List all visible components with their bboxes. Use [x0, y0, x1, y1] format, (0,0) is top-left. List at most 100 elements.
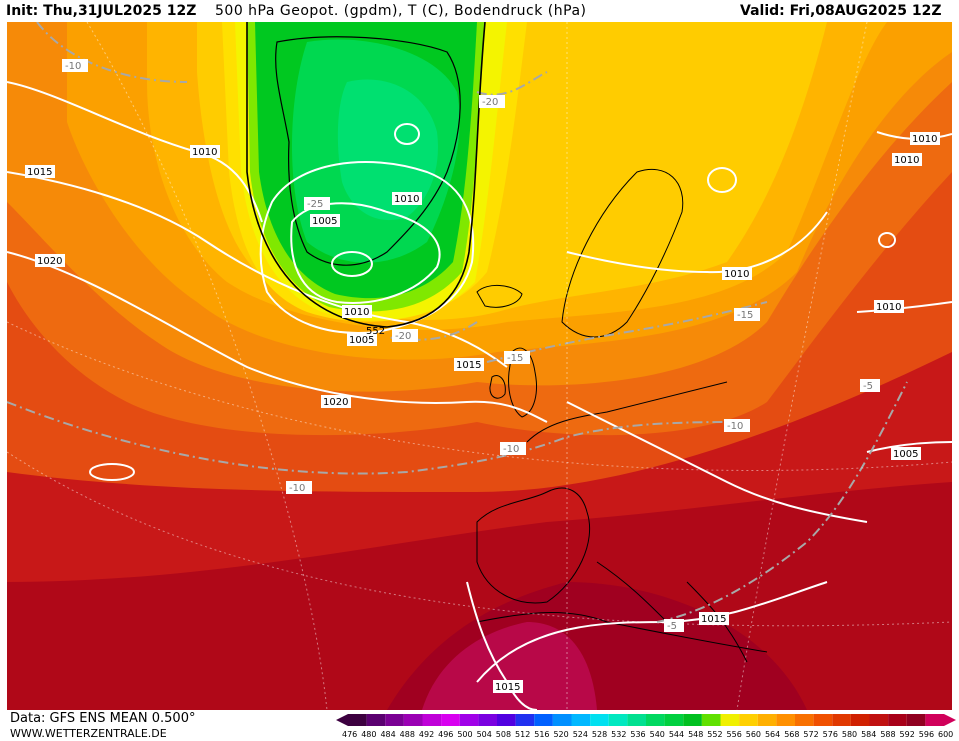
colorbar-swatch — [552, 714, 572, 726]
greenland-coast — [275, 36, 461, 266]
colorbar-tick-label: 520 — [553, 730, 568, 739]
colorbar-swatch — [478, 714, 497, 726]
colorbar-tick-label: 548 — [688, 730, 703, 739]
svg-text:1010: 1010 — [894, 155, 919, 166]
field-band-600 — [422, 622, 597, 710]
isotherm-label: -25 — [304, 197, 330, 210]
colorbar-tick-label: 480 — [361, 730, 376, 739]
isobar-1005-greenland — [290, 202, 441, 304]
colorbar-swatch — [720, 714, 740, 726]
isobar-1015-southwest — [466, 581, 538, 710]
isobar-loop-east — [878, 232, 896, 248]
isotherm-label: -10 — [286, 481, 312, 494]
colorbar-tick-label: 492 — [419, 730, 434, 739]
colorbar-swatch — [590, 714, 609, 726]
colorbar-tick-label: 512 — [515, 730, 530, 739]
colorbar-swatch — [422, 714, 442, 726]
iceland-coast — [476, 285, 523, 308]
isotherm-label: -20 — [479, 95, 505, 108]
valid-time: Valid: Fri,08AUG2025 12Z — [740, 3, 942, 19]
colorbar-tick-label: 552 — [707, 730, 722, 739]
colorbar-swatch — [813, 714, 833, 726]
colorbar-arrow-high — [944, 714, 956, 726]
isobar-label: 1015 — [699, 612, 729, 625]
isotherm-label: -10 — [724, 419, 750, 432]
isotherm-label: -15 — [504, 351, 530, 364]
data-source: Data: GFS ENS MEAN 0.500° — [10, 711, 196, 726]
svg-text:-5: -5 — [863, 381, 873, 392]
svg-text:1015: 1015 — [456, 360, 481, 371]
colorbar-swatch — [366, 714, 386, 726]
colorbar-swatch — [701, 714, 721, 726]
isobar-label: 1010 — [342, 305, 372, 318]
svg-text:-5: -5 — [667, 621, 677, 632]
isotherm-label: -15 — [734, 308, 760, 321]
isobar-1015-central — [566, 401, 868, 523]
colorbar-tick-label: 508 — [496, 730, 511, 739]
isotherm-label: -20 — [392, 329, 418, 342]
svg-text:1010: 1010 — [394, 194, 419, 205]
isobar-label: 1010 — [722, 267, 752, 280]
colorbar-swatch — [459, 714, 479, 726]
svg-text:-25: -25 — [307, 199, 323, 210]
colorbar-tick-label: 476 — [342, 730, 357, 739]
colorbar-swatch — [795, 714, 814, 726]
isotherm-label: -5 — [664, 619, 684, 632]
colorbar-swatch — [757, 714, 777, 726]
colorbar-tick-label: 556 — [727, 730, 742, 739]
svg-text:1010: 1010 — [876, 302, 901, 313]
isotherm-label: -10 — [500, 442, 526, 455]
colorbar-tick-label: 488 — [400, 730, 415, 739]
europe-coast — [476, 381, 748, 663]
colorbar-tick-label: 568 — [784, 730, 799, 739]
colorbar-swatch — [869, 714, 889, 726]
colorbar-swatch — [683, 714, 702, 726]
svg-text:-10: -10 — [503, 444, 519, 455]
scandinavia-coast — [561, 168, 684, 338]
colorbar: 476 480 484 488 492 496 500 504 508 512 516 520 524 5… — [336, 714, 956, 739]
svg-text:1010: 1010 — [724, 269, 749, 280]
field-band-540 — [337, 79, 438, 221]
colorbar-tick-label: 580 — [842, 730, 857, 739]
isobar-label: 1015 — [25, 165, 55, 178]
colorbar-swatch — [739, 714, 758, 726]
colorbar-tick-label: 596 — [919, 730, 934, 739]
isobar-low-small-1 — [394, 123, 420, 145]
svg-text:-10: -10 — [65, 61, 81, 72]
colorbar-swatch — [534, 714, 553, 726]
isotherm-5 — [656, 381, 908, 623]
isobar-1010-greenland — [259, 161, 475, 334]
colorbar-tick-label: 560 — [746, 730, 761, 739]
isobar-label: 1010 — [892, 153, 922, 166]
isotherm-labels: -10 -20 -25 -20 -15 -15 -10 -10 -10 -5 -… — [62, 59, 880, 632]
isobar-1015-west — [7, 171, 508, 368]
colorbar-swatch — [571, 714, 591, 726]
svg-text:-10: -10 — [289, 483, 305, 494]
colorbar-swatch — [906, 714, 926, 726]
isotherm-15 — [486, 301, 768, 363]
colorbar-swatch — [403, 714, 423, 726]
colorbar-swatch — [646, 714, 665, 726]
svg-text:-15: -15 — [737, 310, 753, 321]
isobar-label: 1005 — [891, 447, 921, 460]
isobar-label: 1015 — [454, 358, 484, 371]
isobar-high-small — [707, 167, 737, 193]
svg-text:-10: -10 — [727, 421, 743, 432]
isobar-label: 1005 — [310, 214, 340, 227]
colorbar-swatch — [348, 714, 367, 726]
colorbar-swatch — [888, 714, 907, 726]
svg-text:1015: 1015 — [27, 167, 52, 178]
colorbar-tick-label: 588 — [880, 730, 895, 739]
colorbar-arrow-low — [336, 714, 348, 726]
colorbar-tick-label: 536 — [630, 730, 645, 739]
weather-map: 1010 1015 1020 1010 1005 1005 1010 1010 … — [7, 22, 952, 710]
colorbar-tick-label: 500 — [457, 730, 472, 739]
isotherm-10 — [7, 401, 748, 475]
svg-text:1005: 1005 — [349, 335, 374, 346]
colorbar-tick-label: 524 — [573, 730, 588, 739]
svg-text:1005: 1005 — [893, 449, 918, 460]
svg-text:1015: 1015 — [495, 682, 520, 693]
north-africa-coast — [476, 612, 768, 653]
isobar-1020-mid — [7, 251, 548, 423]
isotherm-label: -5 — [860, 379, 880, 392]
